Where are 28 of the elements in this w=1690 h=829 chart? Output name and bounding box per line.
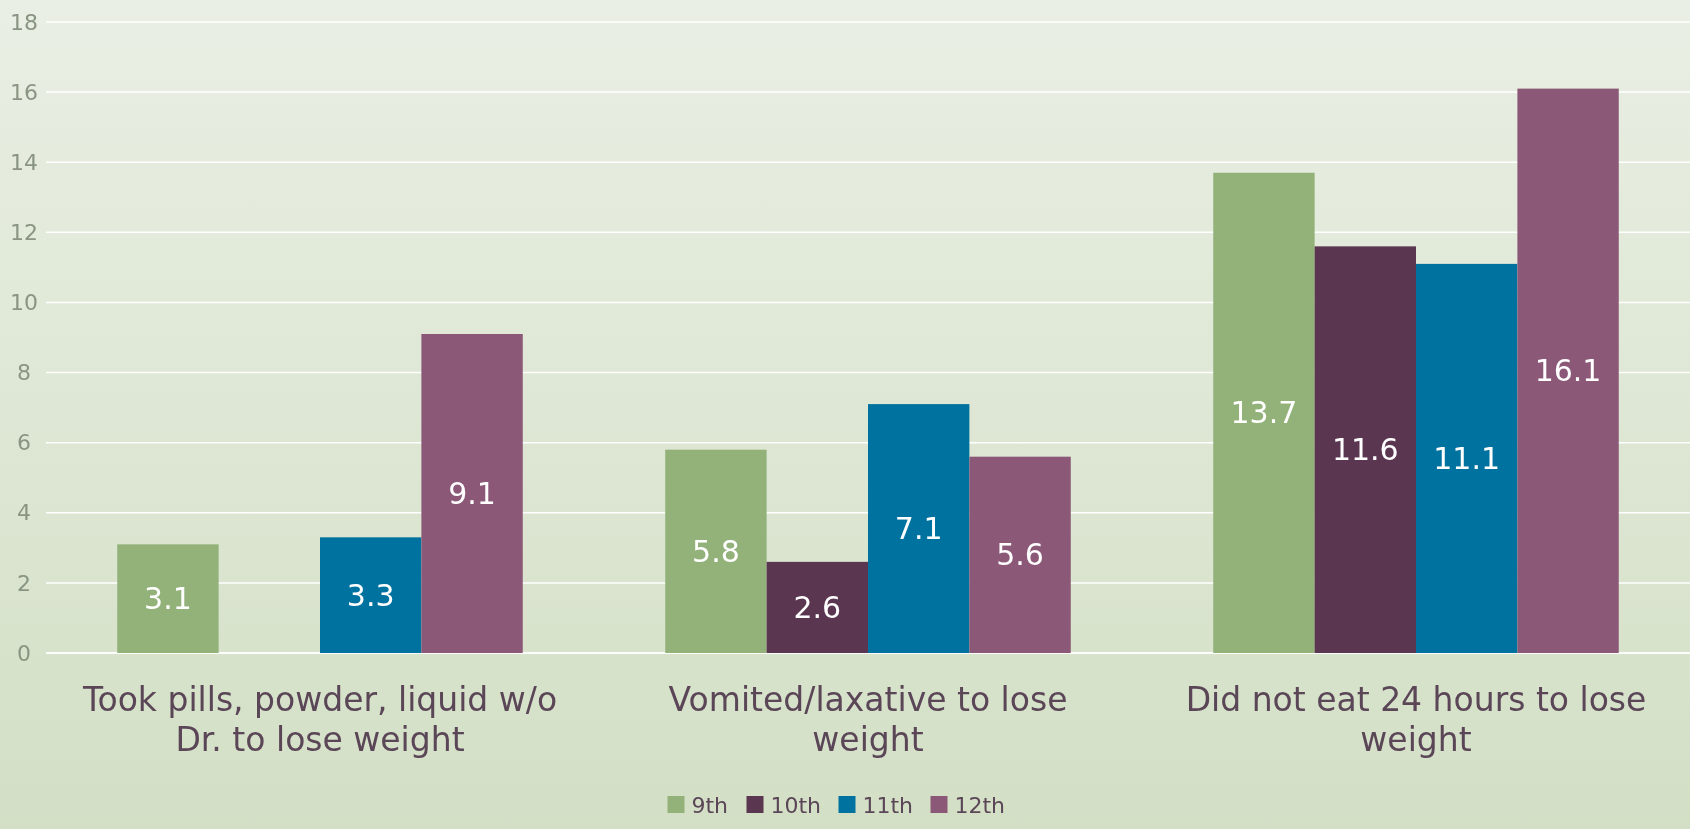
data-label: 13.7: [1230, 395, 1298, 431]
data-label: 11.1: [1433, 440, 1501, 476]
y-tick-label: 12: [10, 220, 38, 246]
data-label: 5.8: [692, 533, 740, 569]
x-tick-label: Took pills, powder, liquid w/o Dr. to lose weight: [81, 680, 558, 759]
legend-label: 11th: [862, 793, 914, 818]
y-tick-label: 8: [17, 360, 31, 386]
y-tick-label: 2: [17, 570, 31, 596]
legend-label: 10th: [770, 793, 822, 818]
x-tick-label: Did not eat 24 hours to lose weight: [1185, 680, 1647, 759]
data-label: 3.3: [346, 577, 395, 613]
y-tick-label: 0: [17, 640, 31, 666]
y-tick-label: 6: [17, 430, 31, 456]
data-label: 5.6: [996, 537, 1044, 573]
x-tick-label: Vomited/laxative to lose weight: [668, 680, 1068, 759]
y-tick-label: 4: [17, 500, 31, 526]
y-tick-label: 10: [10, 290, 38, 316]
y-tick-label: 18: [10, 9, 38, 35]
data-label: 7.1: [894, 511, 943, 547]
data-label: 16.1: [1534, 353, 1602, 389]
legend-label: 12th: [954, 793, 1006, 818]
data-label: 11.6: [1331, 432, 1399, 468]
data-label: 2.6: [793, 589, 842, 625]
y-tick-label: 16: [10, 79, 38, 105]
data-label: 9.1: [448, 476, 496, 511]
data-label: 3.1: [144, 581, 192, 617]
legend-label: 9th: [691, 793, 729, 818]
y-tick-label: 14: [10, 149, 38, 175]
